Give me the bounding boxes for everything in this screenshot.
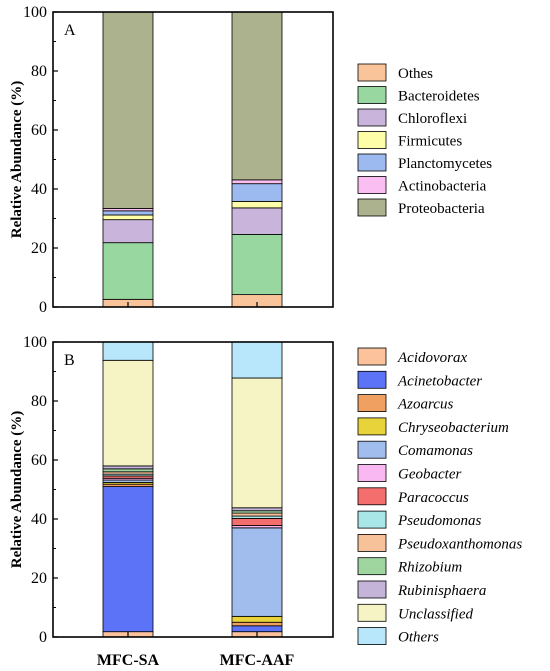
legend-swatch xyxy=(357,86,387,104)
bar-segment xyxy=(231,527,283,617)
bar-segment xyxy=(231,518,283,526)
panel-label: B xyxy=(64,352,75,369)
legend-swatch xyxy=(357,108,387,127)
legend: Acidovorax Acinetobacter Azoarcus Chryseoba… xyxy=(357,347,522,646)
chart-panel-B: 0 20 40 60 80 100 Relative Abundance (%) B Acido… xyxy=(9,334,522,646)
bar-segment xyxy=(231,200,283,209)
bar-segment xyxy=(231,341,283,379)
legend-label: Comamonas xyxy=(398,443,473,459)
legend-label: Othes xyxy=(398,66,433,82)
bar-segment xyxy=(231,615,283,623)
y-axis-label: Relative Abundance (%) xyxy=(9,411,25,569)
bar-segment xyxy=(102,465,154,470)
bar-segment xyxy=(231,625,283,633)
legend-swatch xyxy=(357,510,387,529)
legend-swatch xyxy=(357,131,387,149)
legend-swatch xyxy=(357,370,387,389)
bar-segment xyxy=(231,512,283,517)
plot-frame xyxy=(52,11,334,308)
bar-segment xyxy=(102,359,154,467)
bar-segment xyxy=(231,179,283,185)
legend-label: Acinetobacter xyxy=(397,373,482,389)
legend-label: Chryseobacterium xyxy=(398,420,509,436)
legend-label: Firmicutes xyxy=(398,134,462,150)
bar-segment xyxy=(231,11,283,181)
y-tick-label: 80 xyxy=(31,63,47,80)
legend-label: Pseudomonas xyxy=(397,513,481,529)
bar-segment xyxy=(102,219,154,244)
bar-segment xyxy=(102,341,154,361)
y-tick-label: 0 xyxy=(39,299,47,316)
y-tick-label: 80 xyxy=(31,393,47,410)
legend-label: Others xyxy=(398,630,439,646)
bar-segment xyxy=(102,11,154,209)
legend-label: Acidovorax xyxy=(397,350,467,366)
legend-label: Planctomycetes xyxy=(398,156,492,172)
legend-swatch xyxy=(357,487,387,506)
chart-panel-A: 0 20 40 60 80 100 Relative Abundance (%) A Othes… xyxy=(9,4,492,316)
plot-frame xyxy=(52,341,334,638)
legend-swatch xyxy=(357,603,387,622)
legend-swatch xyxy=(357,557,387,576)
y-tick-label: 60 xyxy=(31,122,47,139)
y-tick-label: 40 xyxy=(31,511,47,528)
legend-swatch xyxy=(357,153,387,172)
legend-swatch xyxy=(357,63,387,82)
legend: Othes Bacteroidetes Chloroflexi Firmicutes P… xyxy=(357,63,492,217)
legend-swatch xyxy=(357,394,387,413)
bar-segment xyxy=(102,210,154,216)
y-tick-label: 100 xyxy=(23,334,47,351)
x-category-label: MFC-AAF xyxy=(220,652,295,669)
legend-label: Azoarcus xyxy=(397,397,453,413)
y-axis-label: Relative Abundance (%) xyxy=(9,81,25,239)
bar-segment xyxy=(231,183,283,202)
legend-label: Pseudoxanthomonas xyxy=(397,536,522,552)
legend-swatch xyxy=(357,176,387,194)
bar-segment xyxy=(102,214,154,221)
bar-segment xyxy=(102,486,154,633)
legend-swatch xyxy=(357,347,387,366)
bar-segment xyxy=(231,377,283,509)
y-tick-label: 20 xyxy=(31,240,47,257)
legend-label: Actinobacteria xyxy=(398,179,487,195)
y-tick-label: 40 xyxy=(31,181,47,198)
bar-segment xyxy=(231,234,283,296)
panel-label: A xyxy=(64,22,76,39)
legend-label: Bacteroidetes xyxy=(398,89,480,105)
legend-label: Chloroflexi xyxy=(398,111,467,127)
legend-label: Geobacter xyxy=(398,467,461,483)
x-category-label: MFC-SA xyxy=(97,652,160,669)
legend-swatch xyxy=(357,627,387,645)
bar-segment xyxy=(102,242,154,300)
legend-swatch xyxy=(357,198,387,217)
y-tick-label: 60 xyxy=(31,452,47,469)
legend-label: Proteobacteria xyxy=(398,201,485,217)
y-tick-label: 100 xyxy=(23,4,47,21)
legend-swatch xyxy=(357,464,387,482)
bar-segment xyxy=(231,207,283,235)
legend-label: Unclassified xyxy=(398,606,473,622)
legend-swatch xyxy=(357,580,387,599)
bar-segment xyxy=(231,507,283,512)
legend-label: Rhizobium xyxy=(397,560,462,576)
bar-segment xyxy=(102,468,154,473)
legend-label: Paracoccus xyxy=(397,490,469,506)
legend-swatch xyxy=(357,440,387,459)
y-tick-label: 0 xyxy=(39,629,47,646)
bar-segment xyxy=(231,621,283,627)
legend-swatch xyxy=(357,417,387,436)
legend-swatch xyxy=(357,534,387,552)
legend-label: Rubinisphaera xyxy=(397,583,486,599)
y-tick-label: 20 xyxy=(31,570,47,587)
